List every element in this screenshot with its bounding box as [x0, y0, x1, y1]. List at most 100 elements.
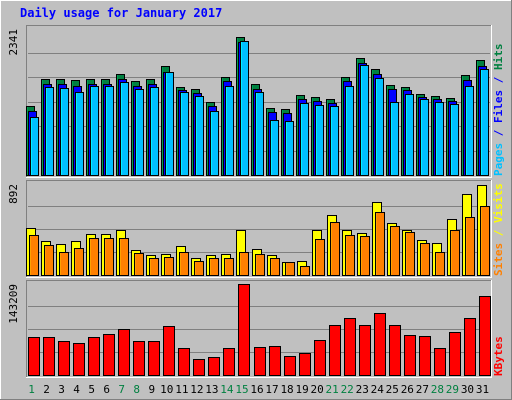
bar-sites-day-22 [345, 235, 355, 276]
bar-pages-day-16 [255, 92, 264, 176]
chart-panels: 2341 Pages / Files / Hits 892 Sites / Visit… [7, 25, 505, 378]
bar-pages-day-19 [300, 103, 309, 176]
bar-kbytes-day-21 [329, 325, 341, 376]
bar-pages-day-21 [330, 106, 339, 176]
bar-kbytes-day-3 [58, 341, 70, 376]
bar-kbytes-day-2 [43, 337, 55, 376]
bar-kbytes-day-17 [269, 346, 281, 376]
bar-sites-day-12 [194, 261, 204, 276]
chart-title: Daily usage for January 2017 [20, 6, 222, 20]
legend-part: Sites [492, 243, 505, 276]
bar-sites-day-14 [224, 258, 234, 276]
x-tick-label-day-1: 1 [28, 383, 35, 396]
bar-kbytes-day-8 [133, 341, 145, 376]
bar-kbytes-day-22 [344, 318, 356, 376]
bar-pages-day-5 [90, 86, 99, 176]
bar-pages-day-24 [375, 78, 384, 176]
x-tick-label-day-17: 17 [265, 383, 278, 396]
bar-sites-day-15 [239, 252, 249, 276]
bar-pages-day-29 [450, 104, 459, 176]
bar-kbytes-day-28 [434, 348, 446, 376]
legend-part: / [492, 70, 505, 90]
bar-sites-day-26 [405, 232, 415, 276]
bar-pages-day-25 [390, 102, 399, 176]
bar-sites-day-23 [360, 236, 370, 276]
x-tick-label-day-24: 24 [371, 383, 385, 396]
bar-pages-day-4 [75, 92, 84, 176]
panel-kbytes: 143209 KBytes [7, 280, 505, 378]
x-tick-label-day-6: 6 [103, 383, 110, 396]
x-tick-label-day-13: 13 [205, 383, 218, 396]
bar-pages-day-6 [105, 86, 114, 176]
bar-sites-day-29 [450, 230, 460, 276]
x-tick-label-day-19: 19 [295, 383, 308, 396]
bar-sites-day-11 [179, 252, 189, 276]
bar-sites-day-24 [375, 212, 385, 276]
bar-pages-day-27 [420, 99, 429, 176]
bar-sites-day-6 [104, 238, 114, 276]
bar-pages-day-22 [345, 86, 354, 176]
bar-sites-day-30 [465, 217, 475, 276]
x-tick-label-day-27: 27 [416, 383, 429, 396]
bar-sites-day-25 [390, 226, 400, 276]
bar-pages-day-26 [405, 94, 414, 176]
bar-kbytes-day-31 [479, 296, 491, 376]
bar-sites-day-9 [149, 258, 159, 276]
panel-sites-visits: 892 Sites / Visits [7, 180, 505, 278]
bar-pages-day-1 [30, 117, 39, 176]
panel-hits-files-pages: 2341 Pages / Files / Hits [7, 25, 505, 178]
bar-pages-day-10 [165, 72, 174, 176]
x-tick-label-day-9: 9 [148, 383, 155, 396]
bar-pages-day-28 [435, 102, 444, 176]
bar-sites-day-20 [315, 239, 325, 276]
x-tick-label-day-28: 28 [431, 383, 444, 396]
x-tick-label-day-12: 12 [190, 383, 203, 396]
bar-kbytes-day-16 [254, 347, 266, 376]
bar-sites-day-19 [300, 266, 310, 276]
bar-pages-day-8 [135, 89, 144, 176]
legend-part: Pages [492, 143, 505, 176]
bar-pages-day-2 [45, 87, 54, 176]
bar-pages-day-9 [150, 87, 159, 176]
bar-kbytes-day-7 [118, 329, 130, 376]
bar-pages-day-17 [270, 120, 279, 176]
bar-sites-day-5 [89, 238, 99, 276]
bar-pages-day-23 [360, 65, 369, 176]
x-tick-label-day-18: 18 [280, 383, 293, 396]
panel-hits-files-pages-legend: Pages / Files / Hits [492, 44, 505, 177]
bar-kbytes-day-26 [404, 335, 416, 376]
x-tick-label-day-23: 23 [356, 383, 369, 396]
panel-sites-visits-legend: Sites / Visits [492, 183, 505, 276]
bar-pages-day-18 [285, 121, 294, 176]
bar-pages-day-30 [465, 86, 474, 176]
bar-pages-day-7 [120, 82, 129, 176]
bar-kbytes-day-14 [223, 348, 235, 376]
bar-sites-day-8 [134, 253, 144, 276]
x-tick-label-day-7: 7 [118, 383, 125, 396]
bar-kbytes-day-5 [88, 337, 100, 376]
bar-kbytes-day-12 [193, 359, 205, 376]
bar-pages-day-15 [240, 41, 249, 176]
x-tick-label-day-15: 15 [235, 383, 248, 396]
bar-kbytes-day-19 [299, 353, 311, 376]
bar-pages-day-20 [315, 105, 324, 176]
bar-kbytes-day-15 [238, 284, 250, 376]
bar-kbytes-day-13 [208, 357, 220, 376]
bar-sites-day-3 [59, 252, 69, 276]
x-tick-label-day-21: 21 [326, 383, 339, 396]
x-axis-tick-labels: 1 2 3 4 5 6 7 8 9 10 11 12 13 14 15 16 17 18 19 20 21 22 23 24 2… [28, 383, 489, 396]
x-tick-label-day-10: 10 [160, 383, 173, 396]
bar-kbytes-day-4 [73, 343, 85, 376]
bar-pages-day-14 [225, 86, 234, 176]
bar-sites-day-10 [164, 257, 174, 276]
bar-sites-day-13 [209, 258, 219, 276]
x-tick-label-day-20: 20 [311, 383, 324, 396]
x-tick-label-day-4: 4 [73, 383, 80, 396]
x-tick-label-day-30: 30 [461, 383, 474, 396]
x-tick-label-day-8: 8 [133, 383, 140, 396]
x-tick-label-day-11: 11 [175, 383, 188, 396]
x-tick-label-day-25: 25 [386, 383, 399, 396]
legend-part: Visits [492, 183, 505, 223]
x-tick-label-day-3: 3 [58, 383, 65, 396]
